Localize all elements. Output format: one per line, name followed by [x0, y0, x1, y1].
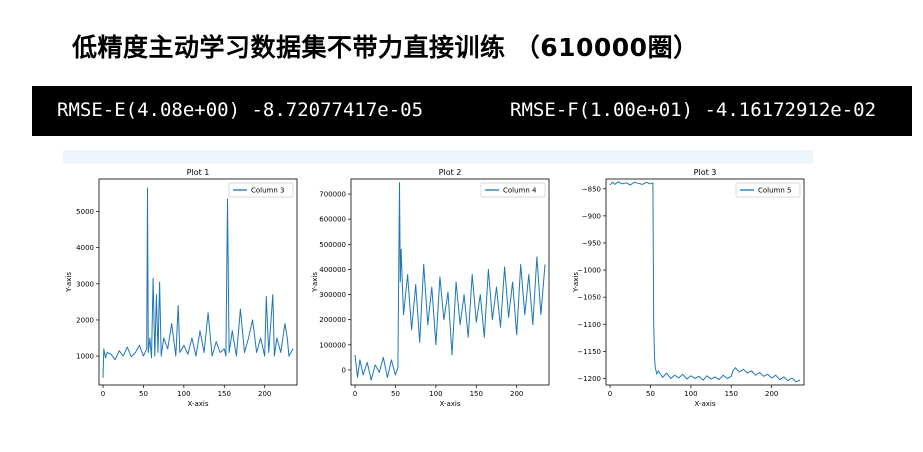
y-tick-label: 700000	[319, 191, 346, 199]
rmse-e-metric: RMSE-E(4.08e+00) -8.72077417e-05	[57, 99, 424, 121]
plots-panel-header-strip	[63, 150, 813, 164]
legend-box	[735, 182, 801, 198]
x-tick-label: 200	[510, 390, 523, 398]
y-tick-label: 4000	[76, 244, 94, 252]
data-line-column-3	[102, 187, 294, 378]
x-tick-label: 0	[101, 390, 105, 398]
y-tick-label: −1150	[577, 348, 601, 356]
chart-title: Plot 2	[439, 168, 462, 177]
y-axis-label: Y-axis	[65, 272, 73, 293]
x-tick-label: 150	[218, 390, 231, 398]
x-tick-label: 200	[258, 390, 271, 398]
y-axis-label: Y-axis	[572, 272, 580, 293]
y-tick-label: 600000	[319, 216, 346, 224]
chart-1: Plot 1 0 50 100 150 200 1000 2000 3000 4000 5000 X-…	[65, 168, 298, 408]
y-tick-label: −1050	[577, 294, 601, 302]
chart-title: Plot 1	[187, 168, 210, 177]
legend-label: Column 5	[758, 187, 792, 195]
metrics-bar: RMSE-E(4.08e+00) -8.72077417e-05 RMSE-F(…	[32, 86, 912, 136]
rmse-f-metric: RMSE-F(1.00e+01) -4.16172912e-02	[510, 99, 877, 121]
y-tick-label: −900	[582, 212, 601, 220]
legend-label: Column 4	[503, 187, 537, 195]
x-tick-label: 50	[646, 390, 655, 398]
x-tick-label: 100	[177, 390, 190, 398]
x-tick-label: 150	[725, 390, 738, 398]
x-axis-label: X-axis	[188, 400, 209, 408]
chart-2: Plot 2 0 50 100 150 200 0 100000 200000 300000 400…	[311, 168, 550, 408]
y-tick-label: −1200	[577, 375, 601, 383]
x-axis-label: X-axis	[440, 400, 461, 408]
x-tick-label: 100	[429, 390, 442, 398]
x-tick-label: 50	[139, 390, 148, 398]
y-tick-label: 5000	[76, 208, 94, 216]
y-tick-label: 200000	[319, 316, 346, 324]
page-title: 低精度主动学习数据集不带力直接训练 （610000圈）	[72, 33, 699, 62]
data-line-column-5	[609, 181, 801, 383]
plots-panel	[63, 150, 813, 417]
y-tick-label: 0	[342, 366, 346, 374]
data-line-column-4	[354, 182, 546, 381]
x-tick-label: 200	[765, 390, 778, 398]
plot-area-frame	[350, 178, 550, 386]
y-tick-label: 2000	[76, 316, 94, 324]
x-axis-label: X-axis	[695, 400, 716, 408]
x-tick-label: 0	[608, 390, 612, 398]
legend-label: Column 3	[251, 187, 285, 195]
x-tick-label: 150	[470, 390, 483, 398]
y-tick-label: 400000	[319, 266, 346, 274]
chart-3: Plot 3 0 50 100 150 200 −850 −900 −950 −1000 −1050…	[572, 168, 805, 408]
x-tick-label: 50	[391, 390, 400, 398]
y-tick-label: −1100	[577, 321, 601, 329]
plot-area-frame	[98, 178, 298, 386]
charts-figure: Plot 10 50 100 150 20010002000300040005000X-…	[65, 168, 805, 408]
y-tick-label: 100000	[319, 341, 346, 349]
y-tick-label: 300000	[319, 291, 346, 299]
plot-area-frame	[605, 178, 805, 386]
y-tick-label: −950	[582, 239, 601, 247]
y-axis-label: Y-axis	[311, 272, 319, 293]
y-tick-label: 500000	[319, 241, 346, 249]
y-tick-label: 3000	[76, 280, 94, 288]
legend-box	[480, 182, 546, 198]
y-tick-label: −850	[582, 185, 601, 193]
chart-title: Plot 3	[694, 168, 717, 177]
x-tick-label: 0	[353, 390, 357, 398]
y-tick-label: 1000	[76, 353, 94, 361]
y-tick-label: −1000	[577, 267, 601, 275]
legend-box	[228, 182, 294, 198]
x-tick-label: 100	[684, 390, 697, 398]
